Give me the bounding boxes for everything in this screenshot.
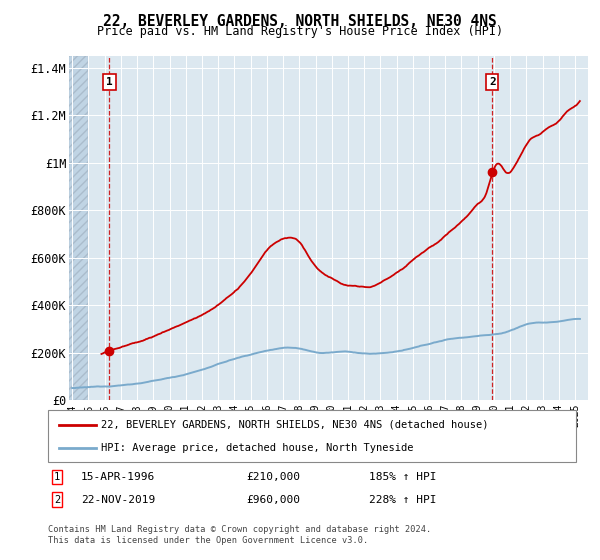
Text: 1: 1 — [54, 472, 60, 482]
Bar — [69, 56, 88, 400]
Text: 2: 2 — [489, 77, 496, 87]
Text: Contains HM Land Registry data © Crown copyright and database right 2024.
This d: Contains HM Land Registry data © Crown c… — [48, 525, 431, 545]
Text: 15-APR-1996: 15-APR-1996 — [81, 472, 155, 482]
Text: 228% ↑ HPI: 228% ↑ HPI — [369, 494, 437, 505]
Text: 1: 1 — [106, 77, 113, 87]
Text: HPI: Average price, detached house, North Tyneside: HPI: Average price, detached house, Nort… — [101, 442, 413, 452]
Text: 22-NOV-2019: 22-NOV-2019 — [81, 494, 155, 505]
Text: £960,000: £960,000 — [246, 494, 300, 505]
FancyBboxPatch shape — [48, 410, 576, 462]
Text: Price paid vs. HM Land Registry's House Price Index (HPI): Price paid vs. HM Land Registry's House … — [97, 25, 503, 38]
Text: 22, BEVERLEY GARDENS, NORTH SHIELDS, NE30 4NS: 22, BEVERLEY GARDENS, NORTH SHIELDS, NE3… — [103, 14, 497, 29]
Text: 2: 2 — [54, 494, 60, 505]
Text: £210,000: £210,000 — [246, 472, 300, 482]
Text: 22, BEVERLEY GARDENS, NORTH SHIELDS, NE30 4NS (detached house): 22, BEVERLEY GARDENS, NORTH SHIELDS, NE3… — [101, 420, 488, 430]
Text: 185% ↑ HPI: 185% ↑ HPI — [369, 472, 437, 482]
